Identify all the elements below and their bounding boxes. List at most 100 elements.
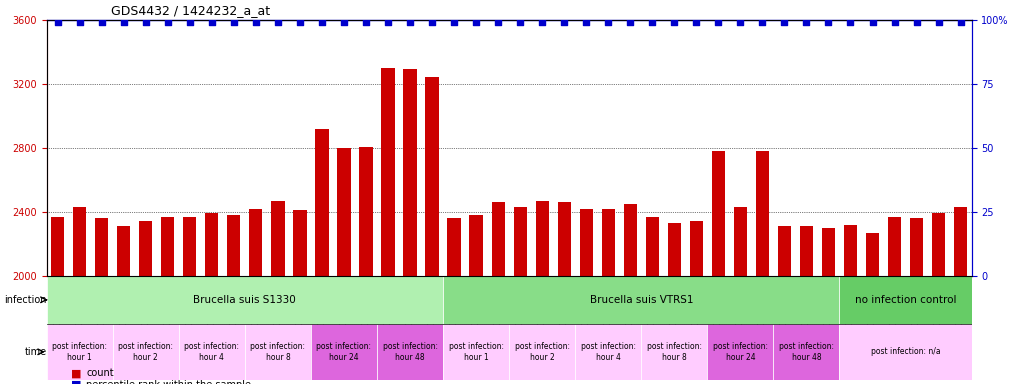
Point bbox=[72, 19, 88, 25]
Point bbox=[776, 19, 792, 25]
Text: ■: ■ bbox=[71, 380, 81, 384]
Text: GDS4432 / 1424232_a_at: GDS4432 / 1424232_a_at bbox=[111, 4, 270, 17]
Bar bbox=[778, 226, 791, 276]
FancyBboxPatch shape bbox=[311, 324, 377, 380]
FancyBboxPatch shape bbox=[510, 324, 575, 380]
Point bbox=[821, 19, 837, 25]
Point bbox=[798, 19, 814, 25]
FancyBboxPatch shape bbox=[707, 324, 773, 380]
Point bbox=[93, 19, 109, 25]
Text: post infection:
hour 8: post infection: hour 8 bbox=[647, 342, 702, 361]
Text: post infection:
hour 24: post infection: hour 24 bbox=[316, 342, 372, 361]
Bar bbox=[668, 223, 681, 276]
Point bbox=[468, 19, 484, 25]
Bar bbox=[536, 200, 549, 276]
Text: time: time bbox=[24, 347, 47, 357]
Point bbox=[358, 19, 374, 25]
Bar bbox=[206, 213, 219, 276]
Bar bbox=[557, 202, 570, 276]
Text: post infection:
hour 8: post infection: hour 8 bbox=[250, 342, 305, 361]
Bar bbox=[73, 207, 86, 276]
Point bbox=[424, 19, 441, 25]
Point bbox=[490, 19, 506, 25]
Point bbox=[909, 19, 925, 25]
Bar bbox=[602, 209, 615, 276]
Bar bbox=[844, 225, 857, 276]
Bar bbox=[756, 151, 769, 276]
Point bbox=[931, 19, 947, 25]
FancyBboxPatch shape bbox=[47, 276, 443, 324]
Point bbox=[181, 19, 198, 25]
FancyBboxPatch shape bbox=[47, 324, 112, 380]
Text: ■: ■ bbox=[71, 368, 81, 378]
Point bbox=[667, 19, 683, 25]
Bar bbox=[910, 218, 923, 276]
Bar bbox=[822, 228, 835, 276]
Point bbox=[688, 19, 704, 25]
Point bbox=[269, 19, 286, 25]
FancyBboxPatch shape bbox=[377, 324, 443, 380]
Point bbox=[226, 19, 242, 25]
FancyBboxPatch shape bbox=[245, 324, 311, 380]
Point bbox=[248, 19, 264, 25]
Text: post infection:
hour 2: post infection: hour 2 bbox=[119, 342, 173, 361]
Point bbox=[622, 19, 638, 25]
Bar bbox=[469, 215, 483, 276]
Text: post infection:
hour 24: post infection: hour 24 bbox=[713, 342, 768, 361]
Point bbox=[160, 19, 176, 25]
Text: post infection:
hour 48: post infection: hour 48 bbox=[779, 342, 834, 361]
Text: infection: infection bbox=[4, 295, 47, 305]
Bar bbox=[448, 218, 461, 276]
Point bbox=[755, 19, 771, 25]
Bar bbox=[866, 233, 879, 276]
Text: no infection control: no infection control bbox=[855, 295, 956, 305]
Bar bbox=[403, 70, 416, 276]
Point bbox=[843, 19, 859, 25]
Bar bbox=[690, 222, 703, 276]
Point bbox=[380, 19, 396, 25]
Text: post infection:
hour 4: post infection: hour 4 bbox=[184, 342, 239, 361]
Point bbox=[578, 19, 595, 25]
Point bbox=[710, 19, 726, 25]
Bar bbox=[491, 202, 504, 276]
Point bbox=[50, 19, 66, 25]
FancyBboxPatch shape bbox=[773, 324, 840, 380]
Text: post infection:
hour 48: post infection: hour 48 bbox=[383, 342, 438, 361]
Point bbox=[556, 19, 572, 25]
Point bbox=[600, 19, 616, 25]
Text: post infection:
hour 1: post infection: hour 1 bbox=[53, 342, 107, 361]
Bar bbox=[249, 209, 262, 276]
Bar bbox=[712, 151, 725, 276]
Bar bbox=[315, 129, 328, 276]
Bar bbox=[954, 207, 967, 276]
FancyBboxPatch shape bbox=[112, 324, 179, 380]
Point bbox=[864, 19, 880, 25]
Bar bbox=[579, 209, 593, 276]
Point bbox=[512, 19, 528, 25]
Point bbox=[534, 19, 550, 25]
Text: Brucella suis VTRS1: Brucella suis VTRS1 bbox=[590, 295, 693, 305]
Point bbox=[292, 19, 308, 25]
Point bbox=[732, 19, 749, 25]
Text: Brucella suis S1330: Brucella suis S1330 bbox=[193, 295, 296, 305]
Bar bbox=[337, 148, 350, 276]
Text: post infection:
hour 1: post infection: hour 1 bbox=[449, 342, 503, 361]
Bar bbox=[624, 204, 637, 276]
Bar bbox=[183, 217, 197, 276]
Point bbox=[952, 19, 968, 25]
Text: count: count bbox=[86, 368, 113, 378]
Text: post infection: n/a: post infection: n/a bbox=[871, 347, 940, 356]
Point bbox=[644, 19, 660, 25]
Bar bbox=[294, 210, 307, 276]
Bar bbox=[514, 207, 527, 276]
Point bbox=[138, 19, 154, 25]
Bar bbox=[271, 200, 285, 276]
FancyBboxPatch shape bbox=[840, 276, 971, 324]
Point bbox=[336, 19, 353, 25]
Bar bbox=[95, 218, 108, 276]
Bar bbox=[139, 222, 152, 276]
Point bbox=[204, 19, 220, 25]
Point bbox=[886, 19, 903, 25]
Bar bbox=[888, 217, 902, 276]
Point bbox=[446, 19, 462, 25]
